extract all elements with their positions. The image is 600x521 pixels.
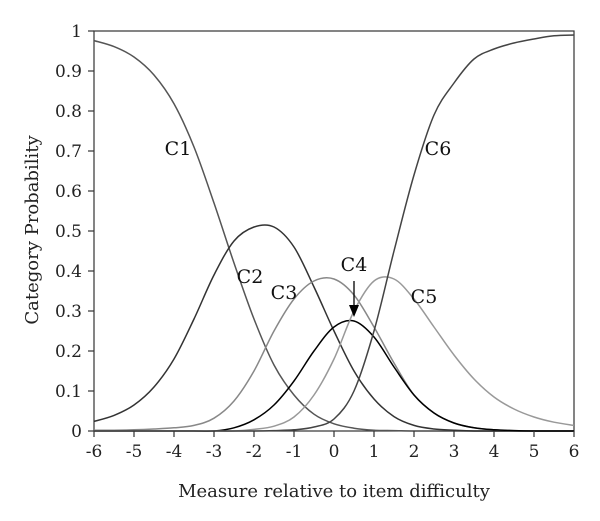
x-tick-label: 6 — [569, 442, 580, 462]
x-tick-label: 0 — [329, 442, 340, 462]
x-tick-label: 4 — [489, 442, 500, 462]
y-tick-label: 0.3 — [55, 302, 82, 322]
y-tick-label: 0.9 — [55, 62, 82, 82]
curve-labels: C1 C2 C3 C4 C5 C6 — [165, 138, 452, 308]
y-tick-label: 0.6 — [55, 182, 82, 202]
y-tick-label: 1 — [71, 22, 82, 42]
label-c2: C2 — [237, 266, 264, 288]
curve-c5 — [94, 276, 575, 432]
label-c6: C6 — [425, 138, 452, 160]
x-tick-label: 1 — [369, 442, 380, 462]
x-tick-label: -6 — [86, 442, 103, 462]
x-tick-label: 3 — [449, 442, 460, 462]
label-c4: C4 — [341, 254, 368, 276]
x-tick-label: 2 — [409, 442, 420, 462]
label-c3: C3 — [271, 282, 298, 304]
y-axis-title: Category Probability — [22, 135, 43, 325]
x-tick-label: -1 — [286, 442, 303, 462]
x-axis-ticks: -6 -5 -4 -3 -2 -1 0 1 2 3 4 5 6 — [86, 431, 580, 462]
x-tick-label: -2 — [246, 442, 263, 462]
x-axis-title: Measure relative to item difficulty — [178, 481, 491, 502]
x-tick-label: -3 — [206, 442, 223, 462]
y-tick-label: 0.2 — [55, 342, 82, 362]
label-c5: C5 — [411, 286, 438, 308]
y-tick-label: 0.4 — [55, 262, 82, 282]
y-tick-label: 0.1 — [55, 382, 82, 402]
annotation-arrow-head — [349, 305, 359, 317]
x-tick-label: -4 — [166, 442, 183, 462]
curve-c3 — [93, 276, 574, 432]
curve-c4 — [94, 319, 574, 432]
curves — [93, 34, 575, 432]
x-tick-label: -5 — [126, 442, 143, 462]
y-tick-label: 0 — [71, 422, 82, 442]
y-tick-label: 0.8 — [55, 102, 82, 122]
y-axis-ticks: 0 0.1 0.2 0.3 0.4 0.5 0.6 0.7 0.8 0.9 1 — [55, 22, 94, 442]
x-tick-label: 5 — [529, 442, 540, 462]
y-tick-label: 0.7 — [55, 142, 82, 162]
curve-c2 — [93, 224, 574, 432]
annotation — [349, 281, 359, 317]
y-tick-label: 0.5 — [55, 222, 82, 242]
label-c1: C1 — [165, 138, 192, 160]
